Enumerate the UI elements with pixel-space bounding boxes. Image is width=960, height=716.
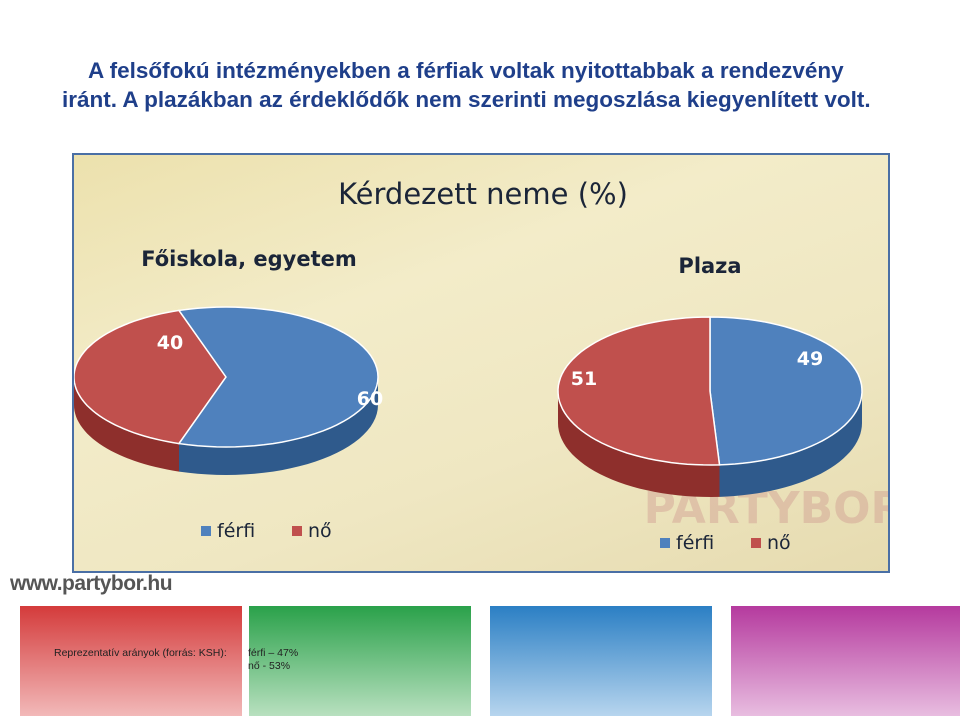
legend-swatch-2-2 <box>751 538 761 548</box>
pie-side-2-1-0 <box>719 391 862 497</box>
chart-frame: PARTYBOR Kérdezett neme (%) Főiskola, egye… <box>72 153 890 573</box>
legend-swatch-1-1 <box>201 526 211 536</box>
decor-bar-green <box>249 606 471 716</box>
legend-label-2-1: férfi <box>676 532 714 554</box>
legend-label-1-1: férfi <box>217 520 255 542</box>
legend-label-2-2: nő <box>767 532 791 554</box>
decor-bar-red <box>20 606 242 716</box>
pie-side-1-1-0 <box>74 377 179 472</box>
pie-side-1-2-0 <box>179 377 378 475</box>
pie-slice-1-no <box>74 309 227 445</box>
footnote-stat-male: férfi – 47% <box>248 647 299 659</box>
footnote: Reprezentatív arányok (forrás: KSH): <box>54 647 227 659</box>
pie-slice-2-ferfi <box>709 316 863 466</box>
pie-title-2: Plaza <box>678 254 741 278</box>
pie-side-2-2-0 <box>558 391 720 497</box>
site-url: www.partybor.hu <box>10 572 173 595</box>
pie-slice-1-ferfi <box>177 306 379 448</box>
legend-label-1-2: nő <box>308 520 332 542</box>
pie-title-1: Főiskola, egyetem <box>141 247 356 271</box>
data-label-2-2: 51 <box>571 368 597 390</box>
legend-swatch-2-1 <box>660 538 670 548</box>
slide-title-line-1: A felsőfokú intézményekben a férfiak vol… <box>88 58 844 83</box>
legend-swatch-1-2 <box>292 526 302 536</box>
decor-bar-blue <box>490 606 712 716</box>
slide-title: A felsőfokú intézményekben a férfiak vol… <box>40 56 940 114</box>
chart-title: Kérdezett neme (%) <box>338 177 628 211</box>
footnote-stats: férfi – 47% nő - 53% <box>248 647 298 673</box>
decor-bar-purple <box>731 606 960 716</box>
data-label-1-2: 40 <box>157 332 183 354</box>
data-label-1-1: 60 <box>357 388 383 410</box>
pie-slice-2-no <box>557 316 721 466</box>
footnote-stat-female: nő - 53% <box>248 660 291 672</box>
data-label-2-1: 49 <box>797 348 823 370</box>
slide-title-line-2: iránt. A plazákban az érdeklődők nem sze… <box>62 87 871 112</box>
